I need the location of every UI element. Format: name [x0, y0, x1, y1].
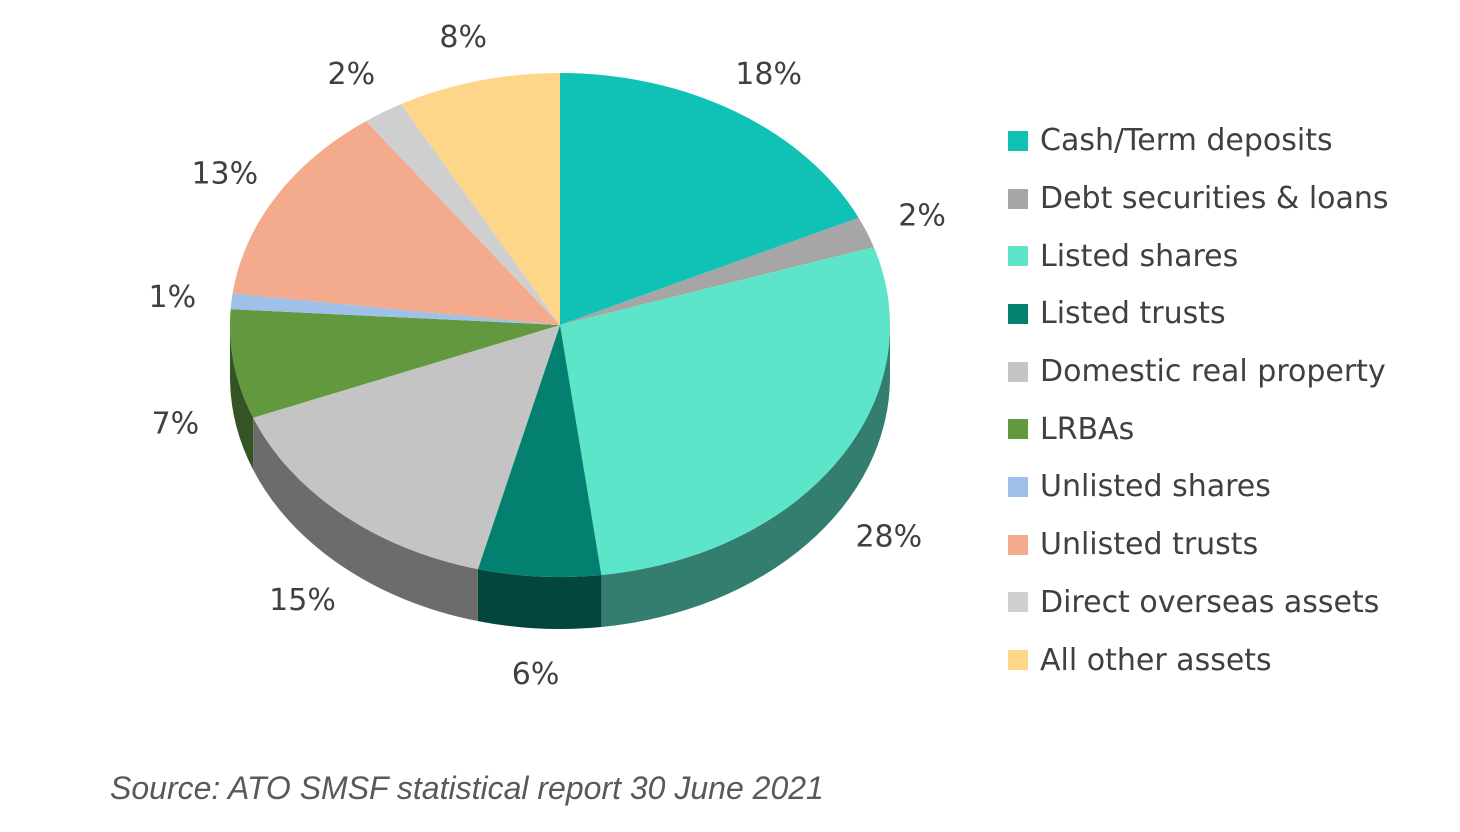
- legend-swatch: [1008, 130, 1028, 151]
- pie-slices: [230, 73, 890, 577]
- pie-side-domestic-real-property: [253, 417, 478, 622]
- data-label-listed-shares: 28%: [855, 519, 922, 554]
- pie-side-lrbas: [230, 325, 254, 470]
- legend-swatch: [1008, 476, 1028, 497]
- legend-swatch: [1008, 246, 1028, 267]
- legend-label: LRBAs: [1040, 411, 1135, 447]
- pie-slice-unlisted-trusts: [232, 121, 560, 325]
- legend-item-unlisted-shares: Unlisted shares: [1008, 458, 1389, 516]
- legend-item-direct-overseas-assets: Direct overseas assets: [1008, 574, 1389, 632]
- legend-label: Unlisted shares: [1040, 469, 1271, 505]
- legend-item-listed-trusts: Listed trusts: [1008, 285, 1389, 343]
- data-label-direct-overseas-assets: 2%: [328, 57, 376, 92]
- data-label-all-other-assets: 8%: [439, 20, 487, 55]
- data-label-lrbas: 7%: [152, 407, 200, 442]
- legend-label: Listed trusts: [1040, 296, 1226, 332]
- pie-side-listed-shares: [601, 325, 890, 628]
- legend-item-unlisted-trusts: Unlisted trusts: [1008, 516, 1389, 574]
- legend-swatch: [1008, 650, 1028, 671]
- pie-slice-lrbas: [230, 309, 560, 418]
- pie-slice-unlisted-shares: [230, 293, 560, 325]
- legend-label: Debt securities & loans: [1040, 181, 1389, 217]
- legend-label: All other assets: [1040, 642, 1272, 678]
- legend-swatch: [1008, 419, 1028, 440]
- legend-label: Direct overseas assets: [1040, 584, 1380, 620]
- legend-swatch: [1008, 361, 1028, 382]
- pie-side-walls: [230, 325, 890, 629]
- data-label-listed-trusts: 6%: [512, 657, 560, 692]
- data-label-unlisted-trusts: 13%: [191, 157, 258, 192]
- pie-slice-cash-term-deposits: [560, 73, 859, 325]
- legend-item-domestic-real-property: Domestic real property: [1008, 343, 1389, 401]
- pie-slice-all-other-assets: [401, 73, 560, 325]
- legend-swatch: [1008, 188, 1028, 209]
- source-note: Source: ATO SMSF statistical report 30 J…: [110, 770, 824, 806]
- legend-item-listed-shares: Listed shares: [1008, 227, 1389, 285]
- pie-slice-listed-shares: [560, 247, 890, 576]
- legend-label: Domestic real property: [1040, 354, 1386, 390]
- data-label-domestic-real-property: 15%: [269, 583, 336, 618]
- pie-slice-listed-trusts: [477, 325, 602, 577]
- legend-label: Cash/Term deposits: [1040, 123, 1333, 159]
- legend-item-all-other-assets: All other assets: [1008, 631, 1389, 689]
- pie-data-labels: 18% 2% 28% 6% 15% 7% 1% 13% 2% 8%: [149, 20, 946, 692]
- pie-slice-domestic-real-property: [253, 325, 560, 570]
- legend-label: Listed shares: [1040, 238, 1239, 274]
- legend-item-debt-securities-loans: Debt securities & loans: [1008, 170, 1389, 228]
- data-label-debt-securities-loans: 2%: [898, 199, 946, 234]
- legend-swatch: [1008, 592, 1028, 613]
- legend-swatch: [1008, 534, 1028, 555]
- pie-slice-direct-overseas-assets: [366, 104, 560, 325]
- legend-swatch: [1008, 303, 1028, 324]
- legend-label: Unlisted trusts: [1040, 527, 1259, 563]
- legend-item-cash-term-deposits: Cash/Term deposits: [1008, 112, 1389, 170]
- legend-item-lrbas: LRBAs: [1008, 400, 1389, 458]
- pie-slice-debt-securities-loans: [560, 217, 874, 325]
- data-label-cash-term-deposits: 18%: [735, 57, 802, 92]
- chart-legend: Cash/Term deposits Debt securities & loan…: [1008, 112, 1389, 689]
- data-label-unlisted-shares: 1%: [149, 280, 197, 315]
- pie-side-listed-trusts: [477, 569, 602, 629]
